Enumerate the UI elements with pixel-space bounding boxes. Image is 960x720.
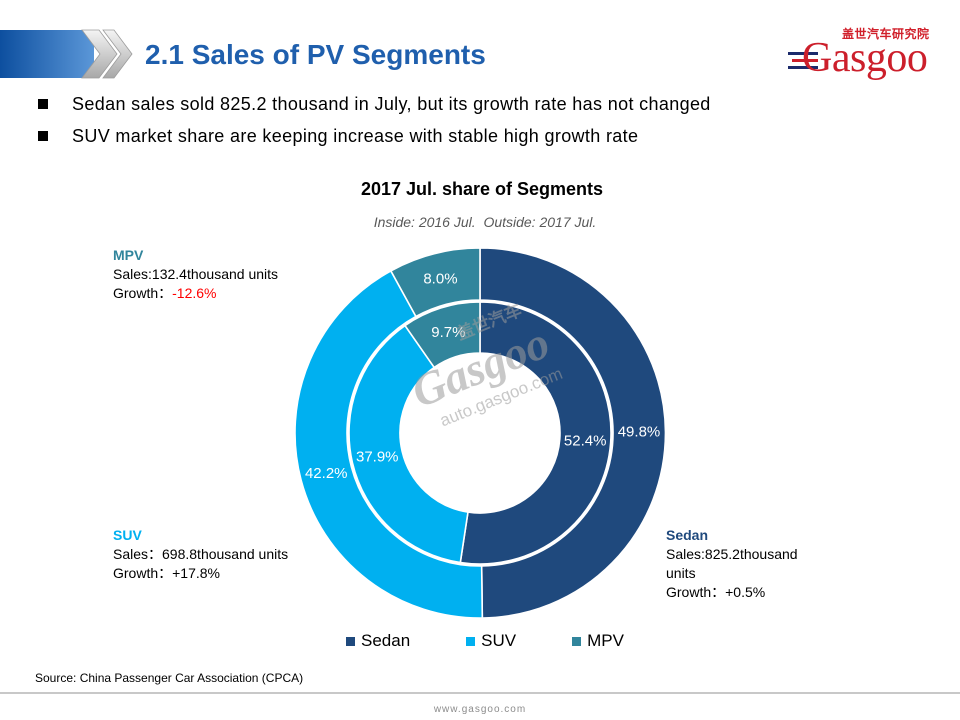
subtitle-inside-series: 2016 Jul. <box>418 214 476 230</box>
inner-ring-sedan-segment <box>459 301 612 565</box>
suv-callout-growth: Growth：+17.8% <box>113 564 288 583</box>
bullet-text: SUV market share are keeping increase wi… <box>72 126 639 146</box>
donut-data-labels: 49.8% 42.2% 8.0% 52.4% 37.9% 9.7% <box>305 271 660 483</box>
outer-ring-suv-label: 42.2% <box>305 465 348 482</box>
legend-swatch-suv <box>466 636 476 646</box>
bullet-marker <box>38 99 48 109</box>
outer-ring-mpv-label: 8.0% <box>423 271 457 288</box>
outer-ring-sedan-label: 49.8% <box>618 424 661 441</box>
outer-ring-suv-segment <box>294 269 484 619</box>
growth-value: +0.5% <box>725 584 766 600</box>
suv-callout: SUV Sales：698.8thousand units Growth：+17… <box>113 526 288 583</box>
suv-callout-sales: Sales：698.8thousand units <box>113 546 289 562</box>
sedan-callout-title: Sedan <box>666 527 709 543</box>
bullet-item: SUV market share are keeping increase wi… <box>38 125 638 147</box>
header-banner <box>0 29 133 79</box>
legend-label-suv: SUV <box>481 631 517 650</box>
legend-swatch-mpv <box>572 636 582 646</box>
chart-subtitle: Inside: 2016 Jul. Outside: 2017 Jul. <box>10 213 960 231</box>
legend-item-mpv: MPV <box>572 630 624 652</box>
mpv-callout-title: MPV <box>113 247 144 263</box>
header-chevron-icon <box>102 29 133 79</box>
sedan-callout-sales: Sales:825.2thousand units <box>666 546 798 581</box>
footer-divider <box>0 692 960 694</box>
growth-label: Growth： <box>113 565 173 581</box>
logo-wordmark: Gasgoo <box>802 35 928 81</box>
source-note: Source: China Passenger Car Association … <box>35 671 304 685</box>
suv-callout-title: SUV <box>113 527 142 543</box>
bullet-item: Sedan sales sold 825.2 thousand in July,… <box>38 93 711 115</box>
donut-segments <box>294 247 667 619</box>
page-title: 2.1 Sales of PV Segments <box>145 39 486 70</box>
outer-ring-sedan-segment <box>479 247 667 619</box>
sedan-callout-growth: Growth：+0.5% <box>666 583 816 602</box>
inner-ring-suv-label: 37.9% <box>356 448 399 465</box>
subtitle-inside-label: Inside: <box>373 214 415 230</box>
inner-ring-mpv-segment <box>403 301 481 369</box>
inner-ring-sedan-label: 52.4% <box>564 432 607 449</box>
mpv-callout: MPV Sales:132.4thousand units Growth：-12… <box>113 246 278 303</box>
sedan-callout: Sedan Sales:825.2thousand units Growth：+… <box>666 526 816 602</box>
bullet-marker <box>38 131 48 141</box>
donut-chart: 49.8% 42.2% 8.0% 52.4% 37.9% 9.7% <box>294 247 667 619</box>
growth-label: Growth： <box>113 285 173 301</box>
legend-label-sedan: Sedan <box>361 631 411 650</box>
chart-title: 2017 Jul. share of Segments <box>360 179 604 199</box>
inner-ring-suv-segment <box>348 324 469 564</box>
logo-chinese-text: 盖世汽车研究院 <box>842 27 930 41</box>
legend-label-mpv: MPV <box>587 631 624 650</box>
legend-item-sedan: Sedan <box>346 630 410 652</box>
header-blue-bar <box>0 30 94 78</box>
growth-value: +17.8% <box>172 565 220 581</box>
mpv-callout-growth: Growth：-12.6% <box>113 284 278 303</box>
growth-value: -12.6% <box>172 285 217 301</box>
mpv-callout-sales: Sales:132.4thousand units <box>113 266 279 282</box>
bullet-text: Sedan sales sold 825.2 thousand in July,… <box>72 94 711 114</box>
subtitle-outside-label: Outside: <box>483 214 536 230</box>
growth-label: Growth： <box>666 584 726 600</box>
logo-stripes-icon <box>788 52 818 69</box>
subtitle-outside-series: 2017 Jul. <box>539 214 597 230</box>
header-chevron-icon <box>81 29 118 79</box>
outer-ring-mpv-segment <box>389 247 481 318</box>
inner-ring-mpv-label: 9.7% <box>431 324 465 341</box>
legend-swatch-sedan <box>346 636 355 646</box>
footer-site: www.gasgoo.com <box>433 704 527 715</box>
chart-legend: Sedan SUV MPV <box>0 630 960 652</box>
legend-item-suv: SUV <box>466 630 516 652</box>
